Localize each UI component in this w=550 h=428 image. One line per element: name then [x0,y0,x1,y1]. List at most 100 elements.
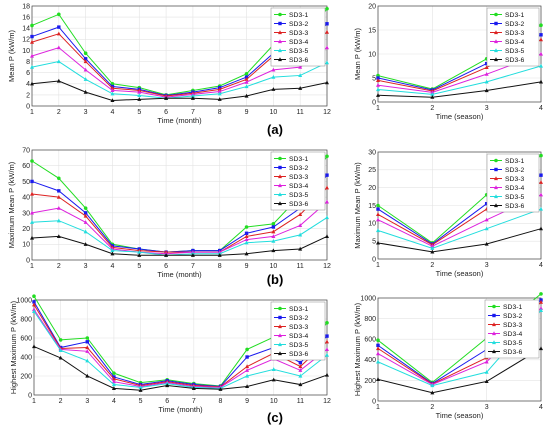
chart-a-right-series-sd3-6-line [377,81,542,98]
chart-a-left-series-sd3-4-point [137,89,142,94]
chart-b-left-series-sd3-3-point [83,213,88,218]
chart-b-left-series-sd3-5-point [30,220,34,224]
chart-c-left-series-sd3-5-point [32,309,36,313]
chart-b-left-series-sd3-1-point [271,222,276,226]
chart-a-right-xtick-label: 2 [430,105,434,112]
chart-c-right-series-sd3-5-point [430,383,435,388]
chart-a-left-series-sd3-6-point [217,97,222,101]
chart-c-right-legend-marker [492,340,496,345]
chart-a-right-series-sd3-3-point [376,78,380,82]
chart-c-left-series-sd3-6-point [58,355,63,360]
chart-b-right-series-sd3-6-point [539,226,543,231]
chart-b-left-legend-marker [278,156,282,161]
chart-b-left-legend-marker [278,174,282,179]
chart-b-right-legend-marker [494,203,498,208]
chart-c-left-ytick-label: 800 [20,316,32,323]
chart-b-left-ytick-label: 20 [22,226,30,233]
chart-a-left-xtick-label: 8 [218,109,222,116]
chart-c-left-legend [270,301,326,361]
chart-b-left-legend-label: SD3-2 [289,165,308,172]
chart-a-left-series-sd3-4-point [110,88,115,93]
chart-a-left-series-sd3-1-point [30,23,34,28]
chart-c-left-legend-marker [278,315,282,320]
chart-a-left-series-sd3-6-point [271,87,276,91]
chart-b-left-series-sd3-6-point [83,242,88,246]
chart-c-right-series-sd3-4-point [539,306,543,310]
chart-a-left-legend-label: SD3-5 [289,48,308,55]
chart-b-left-series-sd3-5-point [298,232,303,237]
chart-a-left-series-sd3-5-point [190,93,195,98]
chart-b-right-ytick-label: 0 [372,256,376,263]
chart-c-right-ytick-label: 800 [364,316,376,323]
chart-c-right-xlabel: Time (season) [436,411,484,420]
chart-a-left-ytick-label: 4 [26,81,30,88]
chart-a-left-series-sd3-6-point [244,93,249,98]
chart-b-left-series-sd3-6-point [137,253,142,257]
chart-b-left-series-sd3-4-point [244,237,249,242]
chart-b-left-ytick-label: 50 [22,179,30,186]
chart-a-left-series-sd3-4-point [298,64,303,69]
chart-a-left-series-sd3-5-point [298,73,303,78]
chart-a-left-series-sd3-5-point [83,77,88,81]
chart-c-left-series-sd3-6-point [271,377,276,382]
chart-b-left-series-sd3-4-point [325,199,329,204]
chart-a-left-series-sd3-3-point [83,59,88,64]
chart-c-left-legend-label: SD3-3 [289,324,308,331]
chart-c-left-legend-marker [278,351,282,356]
chart-a-left-xtick-label: 7 [191,109,195,116]
chart-b-left-legend-label: SD3-5 [289,192,308,199]
chart-c-right-legend-marker [492,304,496,309]
chart-b-right-ytick-label: 5 [372,239,376,246]
chart-b-left-xtick-label: 6 [164,263,168,270]
chart-a-right-series-sd3-5-line [377,65,542,95]
chart-c-right-ytick-label: 1000 [360,295,376,302]
chart-a-right-series-sd3-5-point [430,92,435,96]
chart-b-left-xtick-label: 10 [269,263,277,270]
chart-c-left-series-sd3-3-point [245,364,250,369]
chart-c-left-series-sd3-3-point [32,302,36,307]
chart-b-left-xtick-label: 3 [84,263,88,270]
chart-b-right: 0 5 10 15 20 25 30 1 2 3 4 Time (season) Maximum Mea… [353,149,543,278]
chart-c-right-series-sd3-6-point [484,379,489,384]
chart-c-right-ytick-label: 200 [364,378,376,385]
chart-a-right-series-sd3-4-point [430,90,435,94]
chart-c-left-ytick-label: 200 [20,373,32,380]
chart-b-right-legend-marker [494,158,498,163]
chart-b-left-series-sd3-2-point [271,225,276,229]
chart-a-left-series-sd3-5-point [217,91,222,96]
chart-b-left-ytick-label: 40 [22,195,30,202]
chart-c-left-xtick-label: 9 [245,398,249,405]
chart-b-right-ylabel: Maximum Mean P (kW/m) [353,162,362,249]
chart-c-left-xtick-label: 6 [165,398,169,405]
chart-c-left-ylabel: Highest Maximum P (kW/m) [9,300,18,394]
chart-c-right-series-sd3-6-point [376,377,380,381]
chart-b-left-series-sd3-2-point [325,173,329,177]
chart-b-left-series-sd3-3-point [56,194,61,199]
chart-b-left-series-sd3-6-point [244,251,249,256]
chart-a-left-series-sd3-5-point [325,60,329,65]
chart-c-left-series-sd3-5-point [245,373,250,378]
chart-a-right-legend-marker [494,39,498,44]
chart-a-left-series-sd3-5-point [30,64,34,69]
chart-b-left-ylabel: Maximum Mean P (kW/m) [7,161,16,248]
chart-a-left-xtick-label: 3 [84,109,88,116]
chart-c-left-ytick-label: 1000 [16,297,32,304]
chart-a-left-series-sd3-6-point [30,81,34,86]
chart-b-right-legend-label: SD3-5 [505,194,524,201]
chart-a-left-xtick-label: 4 [111,109,115,116]
chart-b-right-ytick-label: 10 [368,221,376,228]
chart-b-right-series-sd3-4-point [376,217,380,222]
chart-c-right-xtick-label: 3 [485,404,489,411]
chart-b-left-ytick-label: 0 [26,257,30,264]
chart-c-left-series-sd3-6-point [191,386,196,390]
chart-b-left-series-sd3-6-point [325,234,329,239]
chart-b-right-series-sd3-5-point [539,206,543,211]
chart-c-right-series-sd3-1-point [376,338,380,343]
chart-b-left-series-sd3-6-line [31,235,328,256]
chart-b-right-legend-marker [494,194,498,199]
chart-c-left-series-sd3-2-point [298,361,303,365]
chart-c-right-series-sd3-3-point [539,299,543,304]
chart-c-left-series-sd3-5-line [33,311,328,389]
chart-b-right-ytick-label: 25 [368,167,376,174]
chart-c-left-series-sd3-5-point [138,385,143,389]
